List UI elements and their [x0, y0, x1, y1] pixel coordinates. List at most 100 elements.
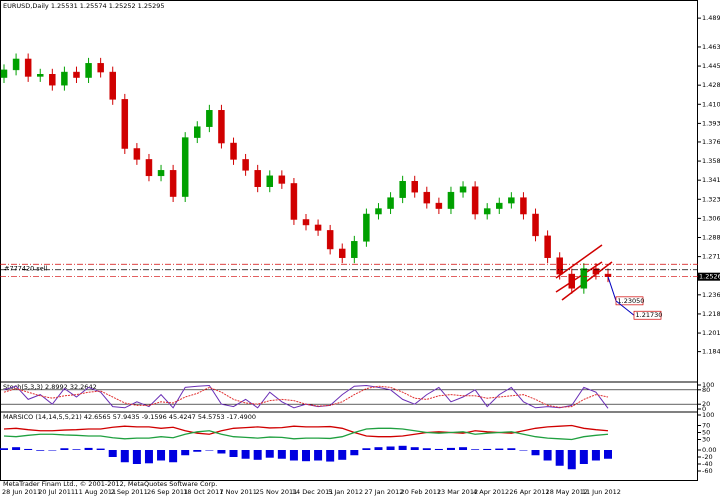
candle-body [121, 99, 129, 149]
histogram-bar [459, 447, 468, 450]
y-tick-label: 1.35850 [702, 157, 720, 165]
x-tick-label: 11 Aug 2011 [74, 488, 116, 496]
x-tick-label: 2 Sep 2011 [111, 488, 148, 496]
histogram-bar [169, 450, 178, 463]
histogram-bar [144, 450, 153, 464]
histogram-bar [229, 450, 238, 457]
x-tick-label: 26 Sep 2011 [147, 488, 188, 496]
y-tick-label: 100 [702, 411, 714, 419]
candle-body [85, 63, 92, 78]
histogram-bar [314, 450, 323, 461]
candle-body [459, 186, 467, 193]
y-tick-label: 1.18400 [702, 348, 720, 356]
trade-arrow [607, 276, 617, 301]
annotation-label: 1.21730 [636, 311, 663, 319]
histogram-bar [265, 450, 274, 458]
annotation-label: 1.23050 [618, 297, 645, 305]
histogram-bar [24, 448, 33, 450]
histogram-bar [72, 449, 81, 450]
histogram-bar [434, 448, 443, 450]
y-tick-label: 1.41050 [702, 100, 720, 108]
candle-body [496, 202, 503, 209]
channel-line [555, 244, 603, 279]
histogram-bar [543, 450, 552, 461]
histogram-bar [205, 450, 214, 451]
candle-body [36, 74, 44, 77]
histogram-bar [326, 450, 335, 462]
indicator-line [3, 427, 609, 441]
frame [0, 0, 698, 481]
current-price-box [698, 272, 720, 281]
candle-body [254, 170, 261, 187]
histogram-bar [567, 450, 576, 470]
histogram-bar [519, 450, 528, 451]
candle-body [399, 181, 406, 198]
histogram-bar [374, 447, 383, 450]
candle-body [520, 197, 527, 215]
histogram-bar [302, 450, 310, 462]
histogram-bar [277, 450, 286, 459]
current-price-label: 1.25260 [699, 273, 720, 281]
histogram-bar [507, 448, 516, 450]
x-tick-label: 20 Feb 2012 [401, 488, 441, 496]
y-tick-label: 80 [702, 386, 710, 394]
y-tick-label: 1.48940 [702, 14, 720, 22]
candle-body [194, 126, 201, 138]
candle-body [24, 58, 32, 77]
x-tick-label: 18 Oct 2011 [183, 488, 223, 496]
candle-body [218, 110, 225, 144]
histogram-bar [48, 450, 57, 451]
x-tick-label: 7 Nov 2011 [219, 488, 257, 496]
x-tick-label: 25 Nov 2011 [256, 488, 298, 496]
histogram-bar [241, 450, 250, 459]
histogram-bar [120, 450, 129, 463]
annotation-box [633, 310, 662, 320]
candle-body [242, 159, 249, 171]
histogram-bar [398, 445, 407, 450]
histogram-bar [84, 447, 93, 450]
candle-body [181, 137, 189, 197]
x-tick-label: 14 Dec 2011 [292, 488, 334, 496]
candle-body [580, 268, 588, 289]
y-tick-label: 1.34100 [702, 176, 720, 184]
candle-body [73, 71, 80, 78]
histogram-bar [555, 450, 564, 466]
histogram-bar [579, 450, 588, 464]
candle-body [568, 273, 576, 289]
x-tick-label: 5 Jan 2012 [328, 488, 363, 496]
indicator-line [3, 424, 609, 438]
histogram-bar [604, 450, 612, 459]
candle-body [326, 230, 334, 250]
histogram-bar [60, 448, 69, 450]
y-tick-label: -40 [702, 460, 713, 468]
candle-body [338, 248, 346, 258]
histogram-bar [96, 448, 105, 450]
y-tick-label: 1.21850 [702, 310, 720, 318]
histogram-bar [495, 448, 504, 450]
candle-body [230, 142, 237, 160]
histogram-bar [483, 448, 492, 450]
histogram-bar [253, 450, 262, 460]
trade-arrow [615, 300, 635, 316]
marsico-title: MARSICO (14,14,5,5,21) 42.6565 57.9435 -… [3, 413, 256, 421]
candle-body [145, 159, 153, 177]
histogram-bar [132, 450, 141, 464]
candle-body [302, 219, 310, 226]
y-tick-label: 100 [702, 381, 714, 389]
histogram-bar [446, 447, 455, 450]
candle-body [604, 273, 612, 277]
candle-body [109, 71, 116, 100]
candle-body [435, 202, 443, 209]
x-tick-label: 4 Apr 2012 [473, 488, 509, 496]
histogram-bar [157, 450, 166, 461]
y-tick-label: 50 [702, 429, 710, 437]
histogram-bar [591, 450, 600, 461]
y-tick-label: 1.39300 [702, 119, 720, 127]
x-tick-label: 28 Jun 2011 [2, 488, 41, 496]
candle-body [544, 235, 551, 258]
order-label: #777420 sell [4, 264, 48, 272]
candle-body [423, 191, 431, 204]
candle-body [266, 175, 274, 187]
candle-body [97, 63, 104, 73]
